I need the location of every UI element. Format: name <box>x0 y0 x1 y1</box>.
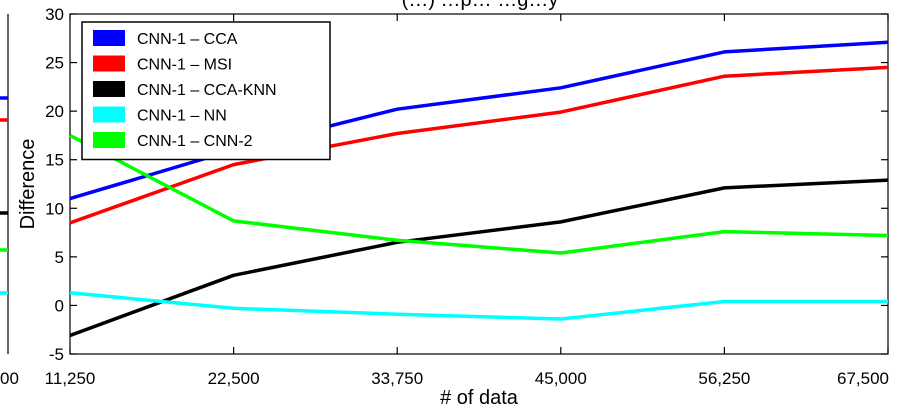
series-line <box>69 178 889 338</box>
y-tick-label: -5 <box>49 345 64 364</box>
y-tick-label: 10 <box>45 199 64 218</box>
legend-label: CNN-1 – MSI <box>137 57 232 74</box>
series-layer <box>69 40 889 338</box>
x-tick-label: 33,750 <box>371 369 423 388</box>
legend-swatch <box>93 55 125 72</box>
series-line <box>69 133 889 255</box>
legend-swatch <box>93 30 125 46</box>
y-tick-label: 25 <box>45 54 64 73</box>
axis-ticks: -5 0 5 10 15 20 25 30 11,250 22,500 33,750 45,000 56… <box>45 5 889 388</box>
y-tick-label: 30 <box>45 5 64 24</box>
series-line <box>69 65 889 225</box>
y-tick-label: 0 <box>55 296 64 315</box>
legend-label: CNN-1 – NN <box>137 108 227 125</box>
x-tick-label: 22,500 <box>208 369 260 388</box>
legend-label: CNN-1 – CCA <box>137 31 238 48</box>
legend-swatch <box>93 132 125 148</box>
x-tick-label: 11,250 <box>45 369 96 388</box>
y-tick-label: 20 <box>45 102 64 121</box>
y-axis-label: Difference <box>17 139 39 230</box>
left-panel-fragment: 00 <box>0 14 19 388</box>
x-axis-label: # of data <box>440 387 519 409</box>
y-tick-label: 15 <box>45 151 64 170</box>
legend: CNN-1 – CCA CNN-1 – MSI CNN-1 – CCA-KNN CNN… <box>81 21 331 161</box>
legend-label: CNN-1 – CCA-KNN <box>137 82 277 99</box>
x-tick-label: 45,000 <box>535 369 587 388</box>
x-tick-label: 67,500 <box>837 369 889 388</box>
y-tick-label: 5 <box>55 248 64 267</box>
chart-title: (…) …p… …g…y <box>402 0 559 11</box>
series-line <box>69 291 888 321</box>
legend-swatch <box>93 106 125 123</box>
legend-label: CNN-1 – CNN-2 <box>137 133 253 150</box>
x-tick-label: 56,250 <box>698 369 750 388</box>
plot-frame <box>69 13 889 355</box>
legend-swatch <box>93 81 125 97</box>
left-panel-x-tick-label: 00 <box>0 369 19 388</box>
